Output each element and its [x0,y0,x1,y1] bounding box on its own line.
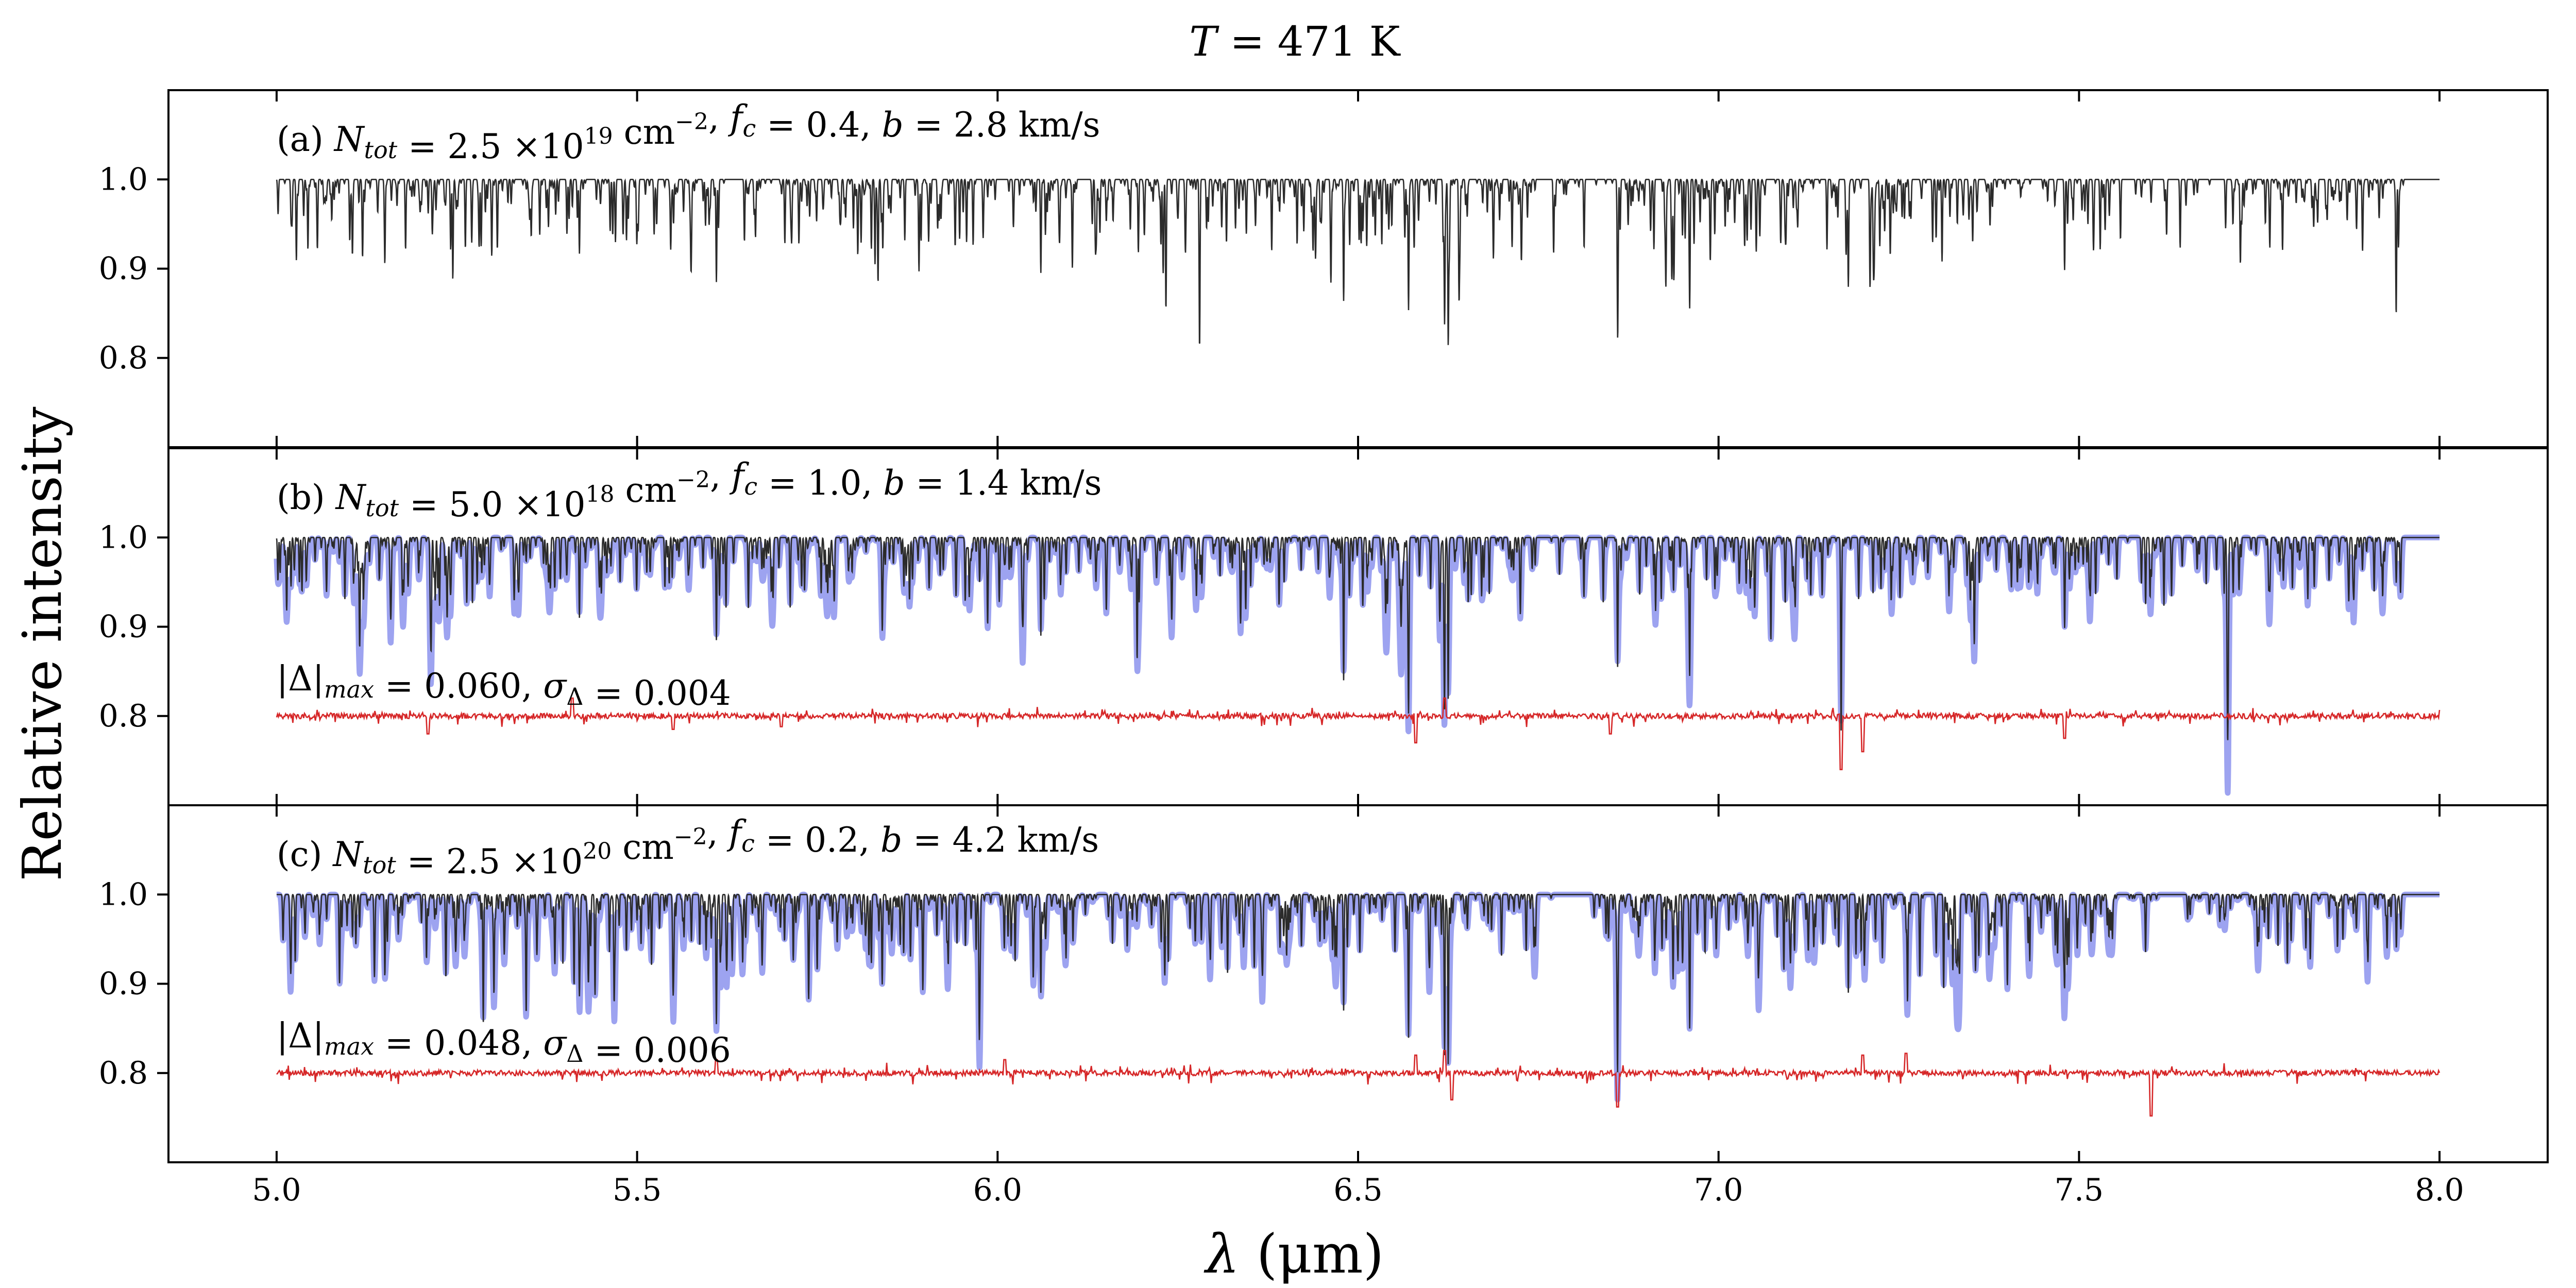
x-tick-label-2: 6.0 [973,1172,1022,1208]
x-axis-label: λ (μm) [1204,1223,1384,1285]
y-tick-label-a-2: 1.0 [99,161,148,197]
x-tick-labels: 5.0 5.5 6.0 6.5 7.0 7.5 8.0 [252,1172,2464,1208]
panel-label-b: (b) Ntot = 5.0 ×1018 cm−2, fc = 1.0, b =… [277,456,1102,524]
panel-c: 0.8 0.9 1.0 (c) Ntot = 2.5 ×1020 cm−2, fc =… [99,804,2549,1163]
title-temperature-value: = 471 K [1217,18,1401,65]
figure-title: T = 471 K [1189,18,1400,65]
x-tick-label-3: 6.5 [1333,1172,1382,1208]
x-tick-label-6: 8.0 [2415,1172,2464,1208]
spectrum-line-b [276,536,2440,740]
residual-stats-b: |Δ|max = 0.060, σΔ = 0.004 [277,659,731,713]
residual-stats-c: |Δ|max = 0.048, σΔ = 0.006 [277,1016,731,1070]
y-tick-label-c-1: 0.9 [99,966,148,1002]
panels: 0.8 0.9 1.0 (a) Ntot = 2.5 ×1019 cm−2, fc =… [99,89,2549,1163]
x-tick-label-1: 5.5 [613,1172,662,1208]
y-tick-label-b-1: 0.9 [99,609,148,645]
spectrum-line-a [276,178,2440,345]
x-tick-label-5: 7.5 [2055,1172,2104,1208]
spectrum-line-c [276,893,2440,1073]
y-tick-label-c-2: 1.0 [99,876,148,912]
y-tick-label-a-0: 0.8 [99,340,148,376]
y-tick-label-b-2: 1.0 [99,519,148,555]
panel-label-a: (a) Ntot = 2.5 ×1019 cm−2, fc = 0.4, b =… [277,98,1100,166]
x-axis-label-symbol: λ [1204,1223,1240,1285]
residual-line-b [276,697,2441,770]
y-tick-label-a-1: 0.9 [99,251,148,287]
panel-label-c: (c) Ntot = 2.5 ×1020 cm−2, fc = 0.2, b =… [277,813,1099,882]
x-axis-label-unit: (μm) [1240,1223,1384,1285]
residual-line-c [276,1050,2441,1117]
panel-b: 0.8 0.9 1.0 (b) Ntot = 5.0 ×1018 cm−2, fc =… [99,447,2549,806]
title-temperature-symbol: T [1189,18,1219,65]
y-tick-label-b-0: 0.8 [99,698,148,734]
y-axis-label: Relative intensity [11,406,74,882]
panel-a: 0.8 0.9 1.0 (a) Ntot = 2.5 ×1019 cm−2, fc =… [99,89,2549,448]
x-tick-label-4: 7.0 [1694,1172,1743,1208]
x-tick-label-0: 5.0 [252,1172,301,1208]
y-tick-label-c-0: 0.8 [99,1055,148,1091]
